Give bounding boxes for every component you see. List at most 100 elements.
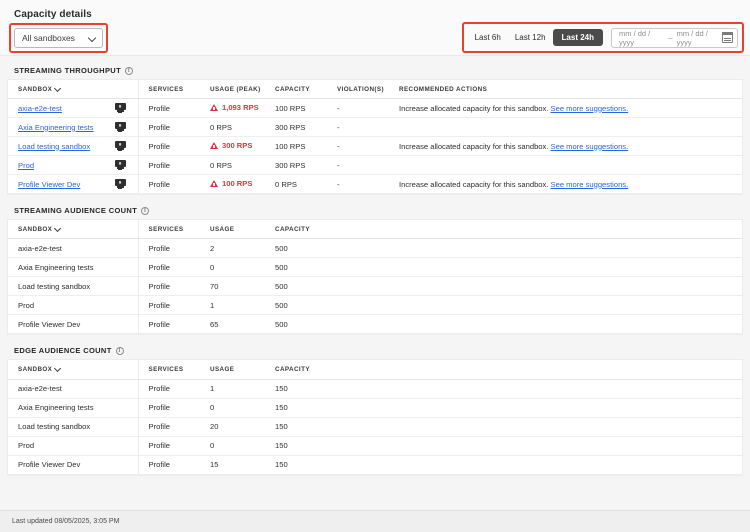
column-header-sandbox[interactable]: SANDBOX: [8, 80, 139, 100]
see-more-suggestions-link[interactable]: See more suggestions.: [550, 103, 629, 113]
date-range-separator: –: [668, 33, 673, 42]
column-header-services: SERVICES: [138, 80, 200, 100]
monitor-icon[interactable]: [114, 122, 126, 133]
cell-usage: 2: [200, 238, 265, 259]
table-row: Axia Engineering tests Profile 0 RPS 300 RP…: [8, 117, 742, 138]
date-range-input[interactable]: mm / dd / yyyy – mm / dd / yyyy: [611, 27, 738, 48]
table-header-row: SANDBOX SERVICES USAGE (PEAK) CAPACITY V…: [8, 80, 742, 100]
column-header-sandbox[interactable]: SANDBOX: [8, 220, 139, 240]
column-header-services: SERVICES: [138, 360, 200, 380]
cell-capacity: 500: [265, 257, 742, 278]
monitor-icon[interactable]: [114, 103, 126, 114]
table-row: Axia Engineering tests Profile 0 150: [8, 398, 742, 418]
sandbox-link[interactable]: Load testing sandbox: [18, 141, 91, 151]
cell-capacity: 500: [265, 314, 742, 335]
cell-sandbox: axia-e2e-test: [8, 379, 139, 399]
usage-value: 300 RPS: [222, 141, 253, 151]
cell-usage-peak: 1,093 RPS: [200, 98, 265, 119]
cell-sandbox: axia-e2e-test: [8, 98, 139, 119]
usage-warning: 1,093 RPS: [210, 103, 259, 112]
cell-sandbox: Axia Engineering tests: [8, 257, 139, 278]
cell-services: Profile: [138, 174, 200, 195]
column-header-label: USAGE (PEAK): [210, 86, 261, 94]
cell-services: Profile: [138, 436, 200, 456]
cell-recommended-actions: [389, 117, 742, 138]
cell-sandbox: Axia Engineering tests: [8, 117, 139, 138]
table-body: axia-e2e-test Profile 1,093 RPS 100 RPS - Inc…: [8, 98, 742, 195]
cell-capacity: 150: [265, 417, 742, 437]
section-header: EDGE AUDIENCE COUNT i: [14, 346, 742, 355]
cell-capacity: 500: [265, 276, 742, 297]
cell-violations: -: [327, 117, 389, 138]
calendar-icon[interactable]: [722, 32, 733, 43]
sandbox-link[interactable]: Axia Engineering tests: [18, 122, 94, 132]
cell-capacity: 150: [265, 379, 742, 399]
usage-value: 100 RPS: [222, 179, 253, 189]
table-row: Load testing sandbox Profile 300 RPS 100 RP…: [8, 136, 742, 157]
column-header-label: SERVICES: [148, 226, 184, 234]
column-header-label: CAPACITY: [275, 226, 310, 234]
see-more-suggestions-link[interactable]: See more suggestions.: [550, 179, 629, 189]
cell-sandbox: Load testing sandbox: [8, 276, 139, 297]
cell-usage: 0: [200, 257, 265, 278]
cell-sandbox: Profile Viewer Dev: [8, 174, 139, 195]
last-updated-label: Last updated 08/05/2025, 3:05 PM: [12, 518, 120, 525]
column-header-label: SANDBOX: [18, 86, 53, 94]
page-title: Capacity details: [14, 9, 92, 20]
cell-capacity: 150: [265, 436, 742, 456]
monitor-icon[interactable]: [114, 179, 126, 190]
info-icon[interactable]: i: [125, 66, 133, 75]
cell-recommended-actions: Increase allocated capacity for this san…: [389, 136, 742, 157]
cell-capacity: 500: [265, 295, 742, 316]
cell-usage-peak: 300 RPS: [200, 136, 265, 157]
cell-capacity: 150: [265, 455, 742, 475]
time-range-button-12h[interactable]: Last 12h: [508, 29, 553, 46]
section-title: STREAMING THROUGHPUT: [14, 66, 121, 75]
column-header-label: SERVICES: [148, 86, 184, 94]
usage-warning: 100 RPS: [210, 179, 252, 188]
cell-usage: 0: [200, 398, 265, 418]
cell-recommended-actions: Increase allocated capacity for this san…: [389, 98, 742, 119]
cell-usage: 1: [200, 379, 265, 399]
column-header-label: SANDBOX: [18, 226, 53, 234]
usage-warning: 300 RPS: [210, 141, 252, 150]
column-header-sandbox[interactable]: SANDBOX: [8, 360, 139, 380]
cell-recommended-actions: [389, 155, 742, 176]
sandbox-filter-highlight: All sandboxes: [9, 23, 108, 53]
streaming-throughput-table: SANDBOX SERVICES USAGE (PEAK) CAPACITY V…: [8, 80, 742, 195]
time-range-button-6h[interactable]: Last 6h: [468, 29, 508, 46]
sandbox-link[interactable]: Profile Viewer Dev: [18, 179, 81, 189]
info-icon[interactable]: i: [141, 206, 150, 215]
column-header-capacity: CAPACITY: [265, 360, 742, 380]
sandbox-link[interactable]: axia-e2e-test: [18, 103, 62, 113]
info-icon[interactable]: i: [115, 346, 124, 355]
cell-usage-peak: 0 RPS: [200, 155, 265, 176]
cell-services: Profile: [138, 238, 200, 259]
chevron-down-icon: [55, 366, 62, 373]
cell-recommended-actions: Increase allocated capacity for this san…: [389, 174, 742, 195]
monitor-icon[interactable]: [114, 141, 126, 152]
monitor-icon[interactable]: [114, 160, 126, 171]
sandbox-link[interactable]: Prod: [18, 160, 35, 170]
cell-violations: -: [327, 136, 389, 157]
cell-usage: 15: [200, 455, 265, 475]
cell-usage: 0: [200, 436, 265, 456]
column-header-capacity: CAPACITY: [265, 80, 327, 100]
sandbox-filter-select[interactable]: All sandboxes: [14, 28, 103, 48]
cell-services: Profile: [138, 155, 200, 176]
cell-capacity: 500: [265, 238, 742, 259]
section-edge-audience-count: EDGE AUDIENCE COUNT i SANDBOX SERVICES U…: [8, 346, 742, 475]
warning-triangle-icon: [210, 180, 218, 188]
table-row: Axia Engineering tests Profile 0 500: [8, 257, 742, 278]
cell-sandbox: Profile Viewer Dev: [8, 314, 139, 335]
cell-services: Profile: [138, 398, 200, 418]
table-row: Prod Profile 0 150: [8, 436, 742, 456]
column-header-label: SANDBOX: [18, 366, 53, 374]
sandbox-filter-value: All sandboxes: [22, 33, 75, 43]
see-more-suggestions-link[interactable]: See more suggestions.: [550, 141, 629, 151]
column-header-services: SERVICES: [138, 220, 200, 240]
cell-services: Profile: [138, 257, 200, 278]
cell-services: Profile: [138, 379, 200, 399]
time-range-button-24h[interactable]: Last 24h: [552, 29, 603, 46]
chevron-down-icon: [55, 226, 62, 233]
